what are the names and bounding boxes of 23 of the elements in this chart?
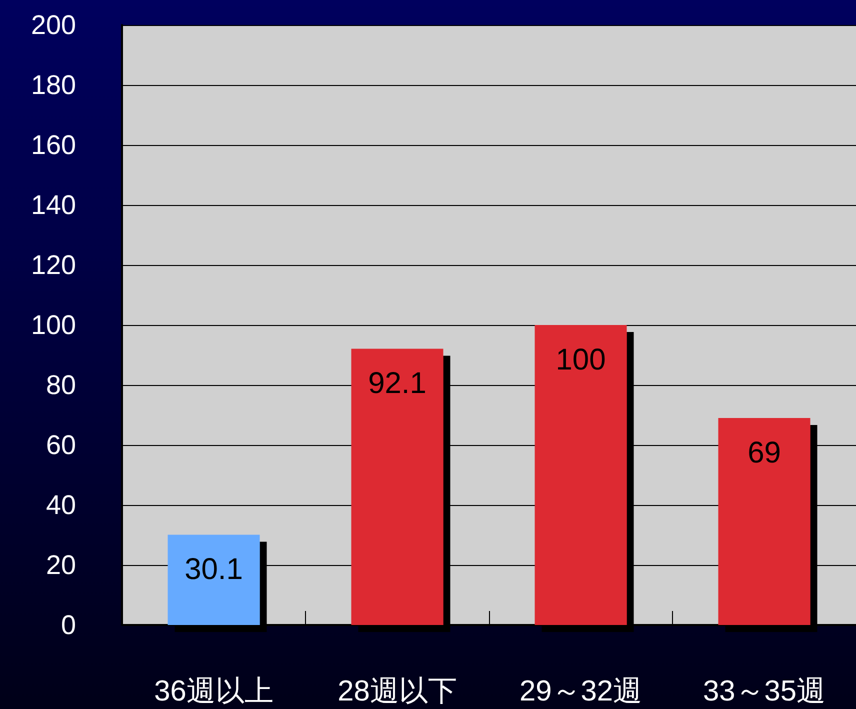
y-tick-label: 60 xyxy=(46,430,76,460)
y-tick-label: 160 xyxy=(30,130,76,160)
x-tick-label: 33～35週 xyxy=(702,676,826,708)
bar xyxy=(351,348,444,625)
y-tick-label: 180 xyxy=(30,70,76,100)
y-tick-label: 0 xyxy=(60,610,76,640)
data-label: 30.1 xyxy=(184,553,243,586)
data-label: 100 xyxy=(556,344,606,376)
x-tick-label: 28週以下 xyxy=(338,676,457,708)
y-tick-label: 200 xyxy=(30,10,76,40)
bar xyxy=(168,534,260,625)
bar xyxy=(718,418,810,625)
y-tick-label: 20 xyxy=(46,550,76,580)
y-tick-label: 80 xyxy=(46,370,76,400)
y-tick-label: 120 xyxy=(30,250,76,280)
x-tick-label: 29～32週 xyxy=(519,676,642,708)
data-label: 92.1 xyxy=(368,367,426,400)
y-tick-label: 100 xyxy=(30,310,76,340)
y-tick-label: 140 xyxy=(30,190,76,220)
bar xyxy=(534,325,627,625)
data-label: 69 xyxy=(748,436,781,470)
x-tick-label: 36週以上 xyxy=(154,676,274,708)
y-tick-label: 40 xyxy=(46,490,76,520)
